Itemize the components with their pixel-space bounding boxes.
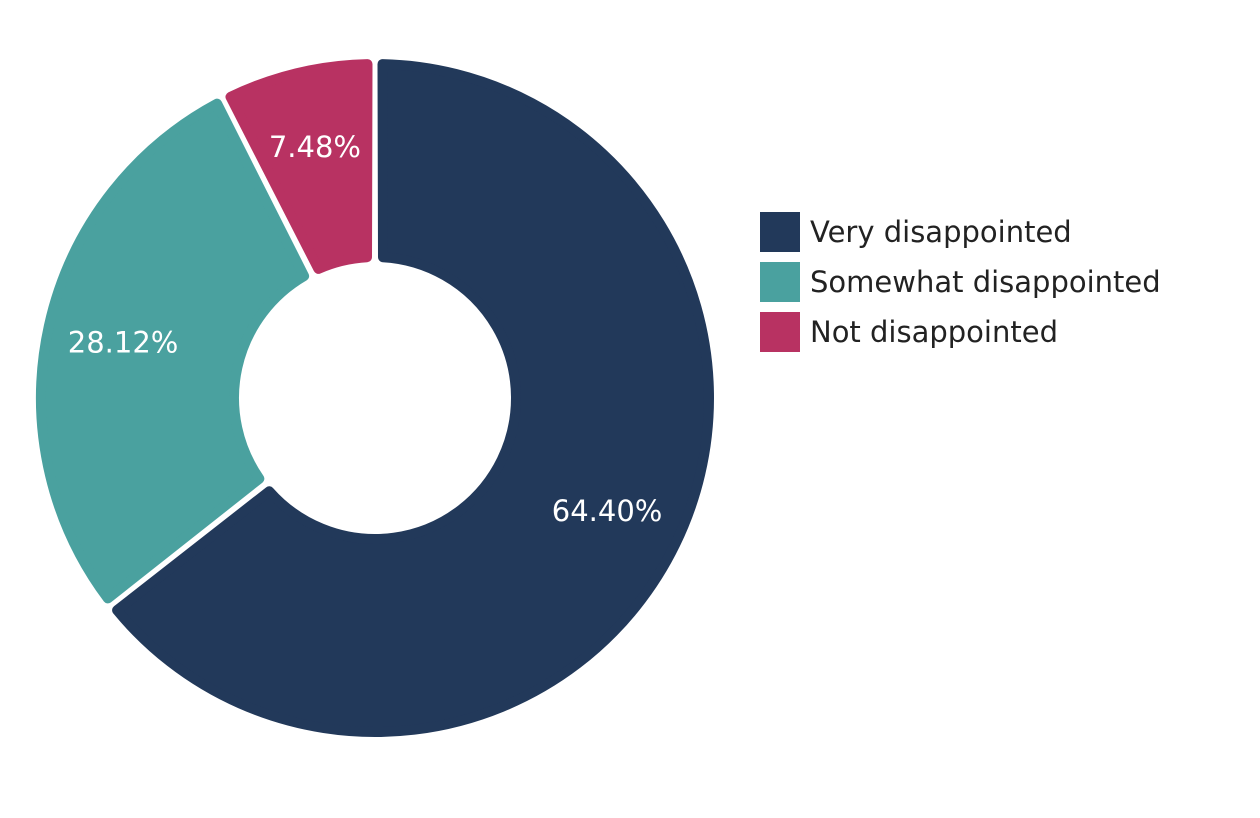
slice-labels: 64.40% 28.12% 7.48% — [68, 130, 663, 528]
slice-value-label: 64.40% — [552, 494, 663, 528]
legend-label: Very disappointed — [810, 215, 1072, 249]
legend-swatch — [760, 212, 800, 252]
legend: Very disappointed Somewhat disappointed … — [760, 207, 1161, 357]
legend-item-not-disappointed[interactable]: Not disappointed — [760, 307, 1161, 357]
legend-swatch — [760, 262, 800, 302]
legend-item-somewhat-disappointed[interactable]: Somewhat disappointed — [760, 257, 1161, 307]
legend-item-very-disappointed[interactable]: Very disappointed — [760, 207, 1161, 257]
slice-value-label: 7.48% — [269, 130, 361, 164]
legend-label: Somewhat disappointed — [810, 265, 1161, 299]
slices — [36, 59, 714, 737]
legend-label: Not disappointed — [810, 315, 1058, 349]
slice-somewhat-disappointed[interactable] — [36, 98, 310, 604]
legend-swatch — [760, 312, 800, 352]
slice-not-disappointed[interactable] — [225, 59, 373, 274]
slice-value-label: 28.12% — [68, 325, 179, 359]
slice-very-disappointed[interactable] — [112, 59, 714, 737]
